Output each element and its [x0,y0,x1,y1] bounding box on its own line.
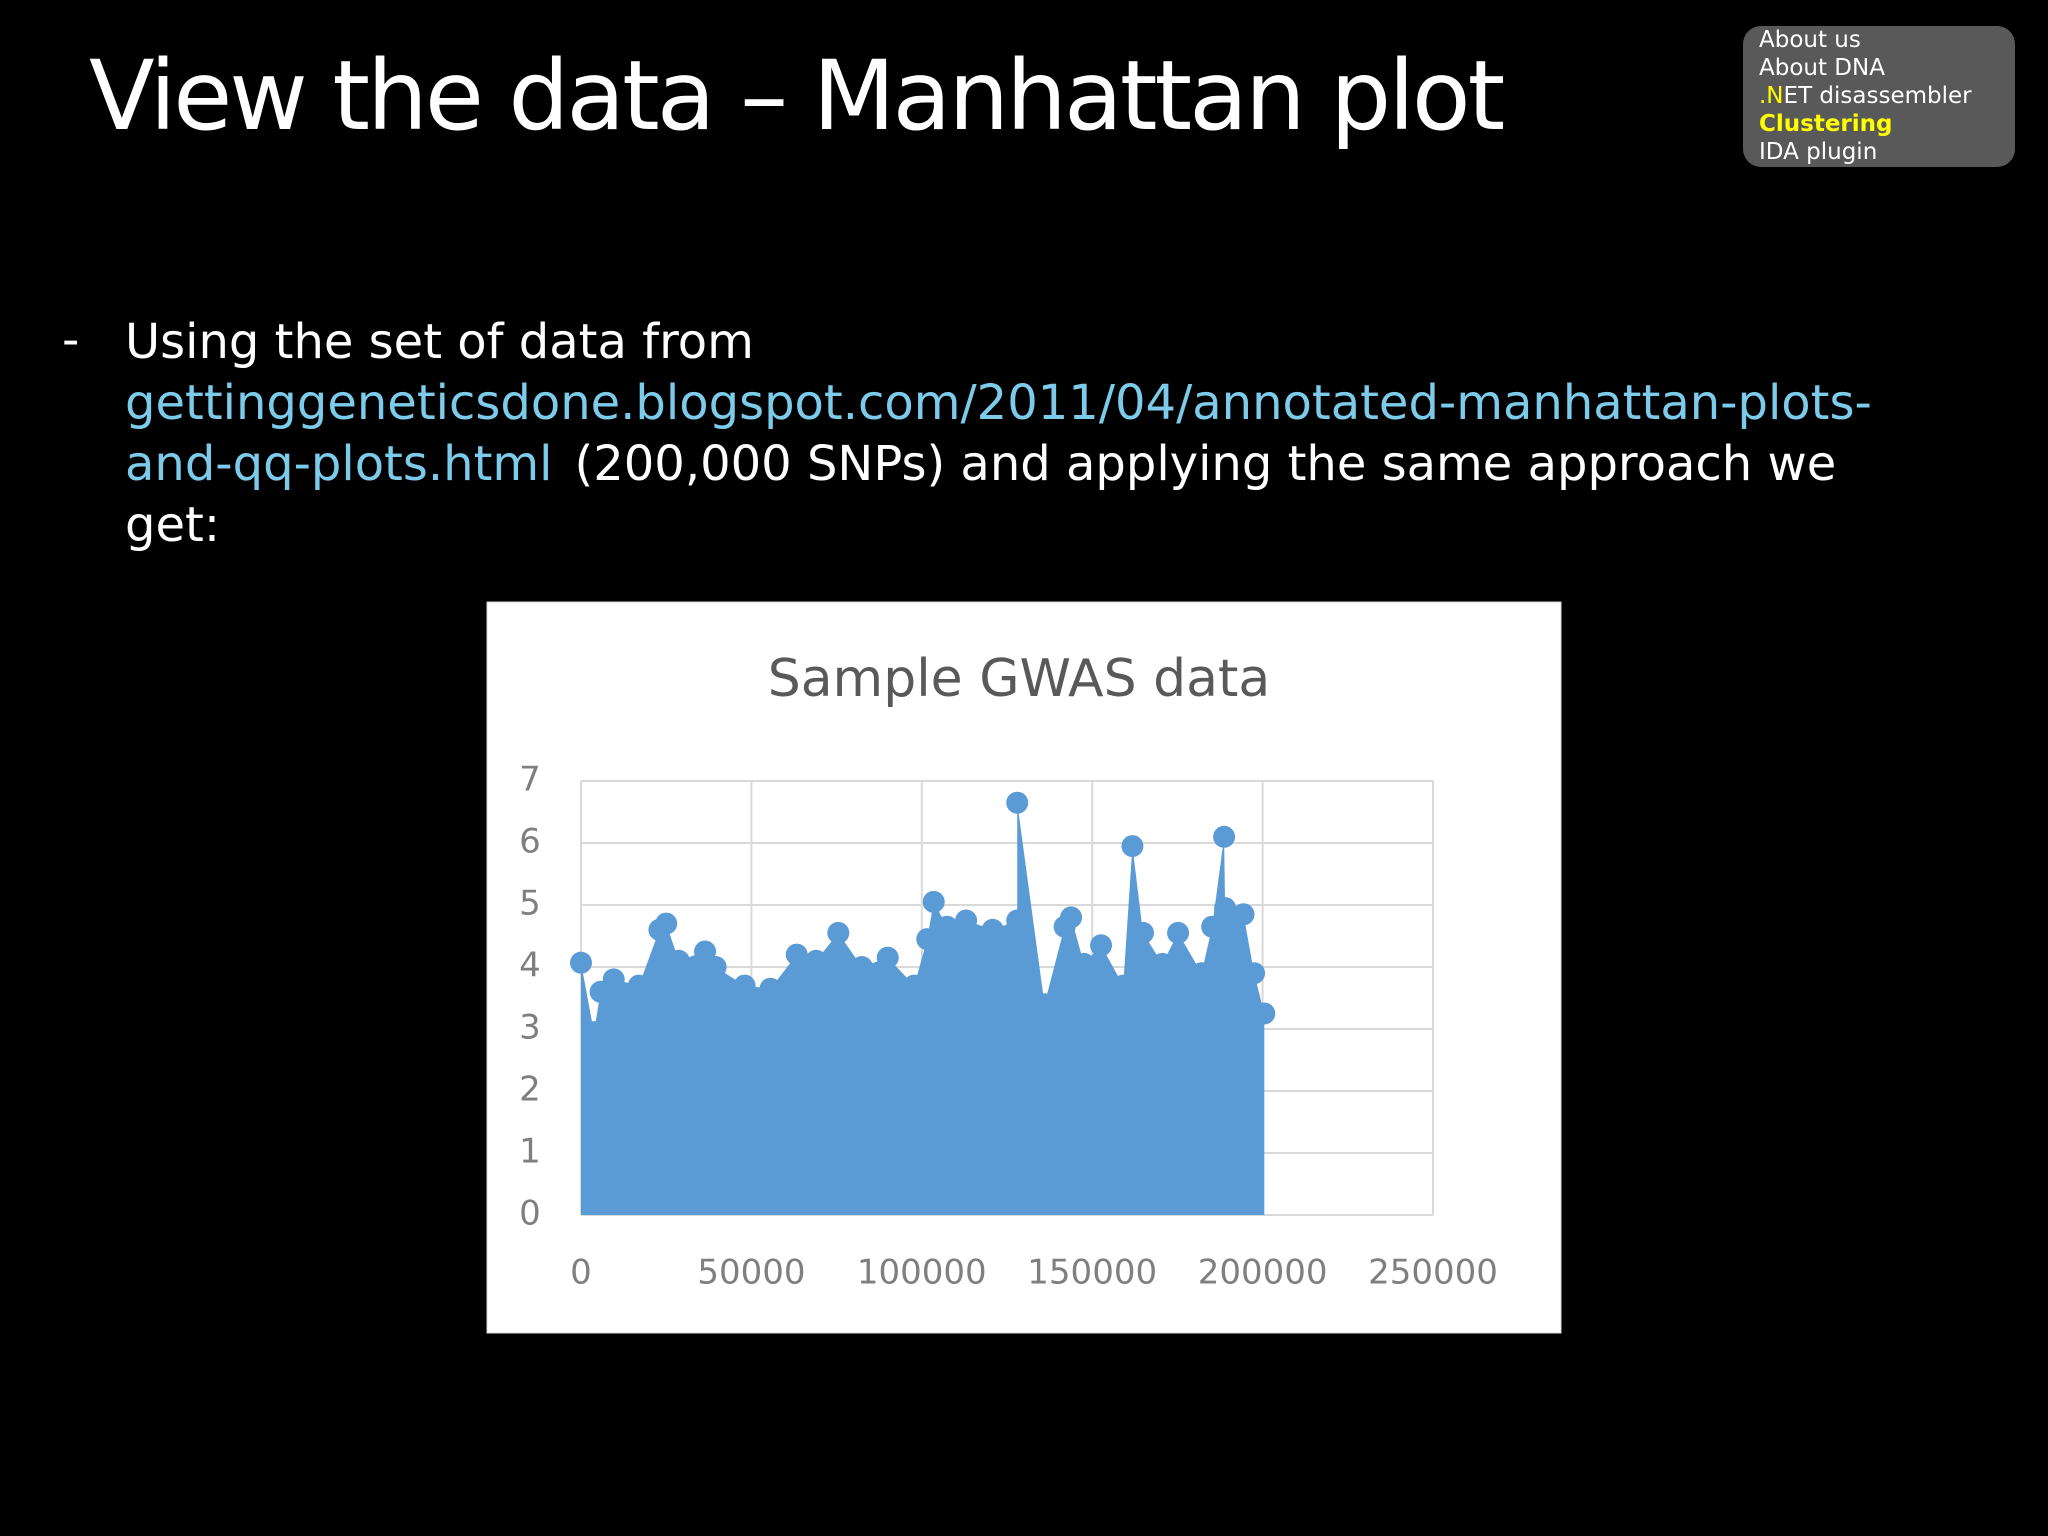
body-text: (200,000 SNPs) and applying the same app… [125,436,1837,553]
point [1151,952,1174,975]
point [1006,909,1029,932]
nav-item[interactable]: About DNA [1759,55,1885,81]
y-tick-label: 4 [519,946,541,986]
y-tick-label: 5 [519,884,541,924]
point [704,956,727,978]
nav-item[interactable]: .NET disassembler [1759,83,1972,109]
point [1121,835,1144,858]
point [805,949,828,972]
point [667,949,690,972]
point [1232,903,1255,926]
point-mass [581,802,1265,1215]
point [582,1021,605,1044]
y-tick-label: 6 [519,822,541,862]
x-tick-label: 50000 [697,1253,805,1293]
point [1131,921,1154,944]
point [1006,791,1029,814]
y-tick-label: 2 [519,1070,541,1110]
point [1167,921,1190,944]
point [1253,1002,1276,1025]
nav-menu: About us About DNA .NET disassembler Clu… [1743,26,2015,167]
y-tick-label: 0 [519,1194,541,1234]
point [655,912,678,935]
point [602,968,625,991]
intro-text: Using the set of data from [125,314,754,370]
nav-item[interactable]: IDA plugin [1759,139,1878,165]
x-tick-label: 250000 [1368,1253,1498,1293]
point [1073,952,1096,975]
point [1060,906,1083,929]
point [627,974,650,997]
nav-item[interactable]: Clustering [1759,111,1893,137]
point [827,921,850,944]
bullet-text: Using the set of data from gettinggeneti… [125,312,1925,556]
nav-item[interactable]: About us [1759,27,1861,53]
bullet: - [62,312,80,368]
point [785,943,808,966]
point [916,928,939,951]
y-tick-label: 1 [519,1132,541,1172]
point [922,890,945,913]
point [1190,962,1213,985]
point [1213,825,1236,848]
x-tick-label: 0 [570,1253,592,1293]
x-tick-label: 100000 [857,1253,987,1293]
point [1243,962,1266,985]
point [981,918,1004,941]
point [936,915,959,938]
point [955,909,978,932]
point [1033,993,1056,1016]
x-tick-label: 150000 [1027,1253,1157,1293]
slide-title: View the data – Manhattan plot [89,40,1505,152]
point [903,974,926,997]
point [733,974,756,997]
link[interactable]: gettinggeneticsdone.blogspot.com/2011/04… [125,375,1872,492]
y-tick-label: 3 [519,1008,541,1048]
point [759,977,782,1000]
point [694,940,717,963]
point [570,951,592,974]
point [850,956,873,978]
x-tick-label: 200000 [1198,1253,1328,1293]
y-tick-label: 7 [519,760,541,800]
chart-title: Sample GWAS data [768,649,1271,709]
point [876,946,899,969]
point [1214,897,1237,920]
point [1201,915,1224,938]
point [1090,934,1113,957]
point [1112,974,1135,997]
